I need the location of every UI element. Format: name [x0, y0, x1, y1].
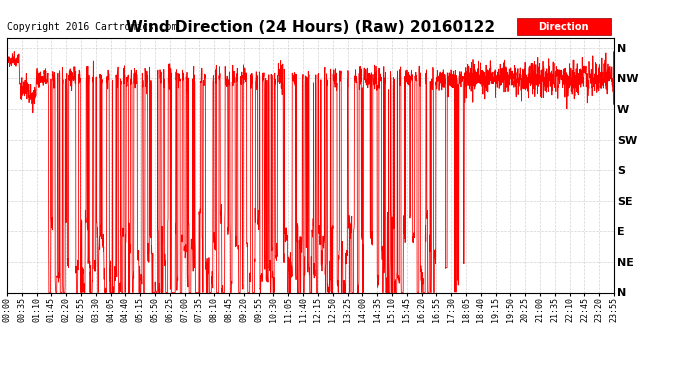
Title: Wind Direction (24 Hours) (Raw) 20160122: Wind Direction (24 Hours) (Raw) 20160122	[126, 20, 495, 35]
FancyBboxPatch shape	[517, 18, 611, 35]
Text: Copyright 2016 Cartronics.com: Copyright 2016 Cartronics.com	[7, 22, 177, 32]
Text: Direction: Direction	[538, 22, 589, 32]
